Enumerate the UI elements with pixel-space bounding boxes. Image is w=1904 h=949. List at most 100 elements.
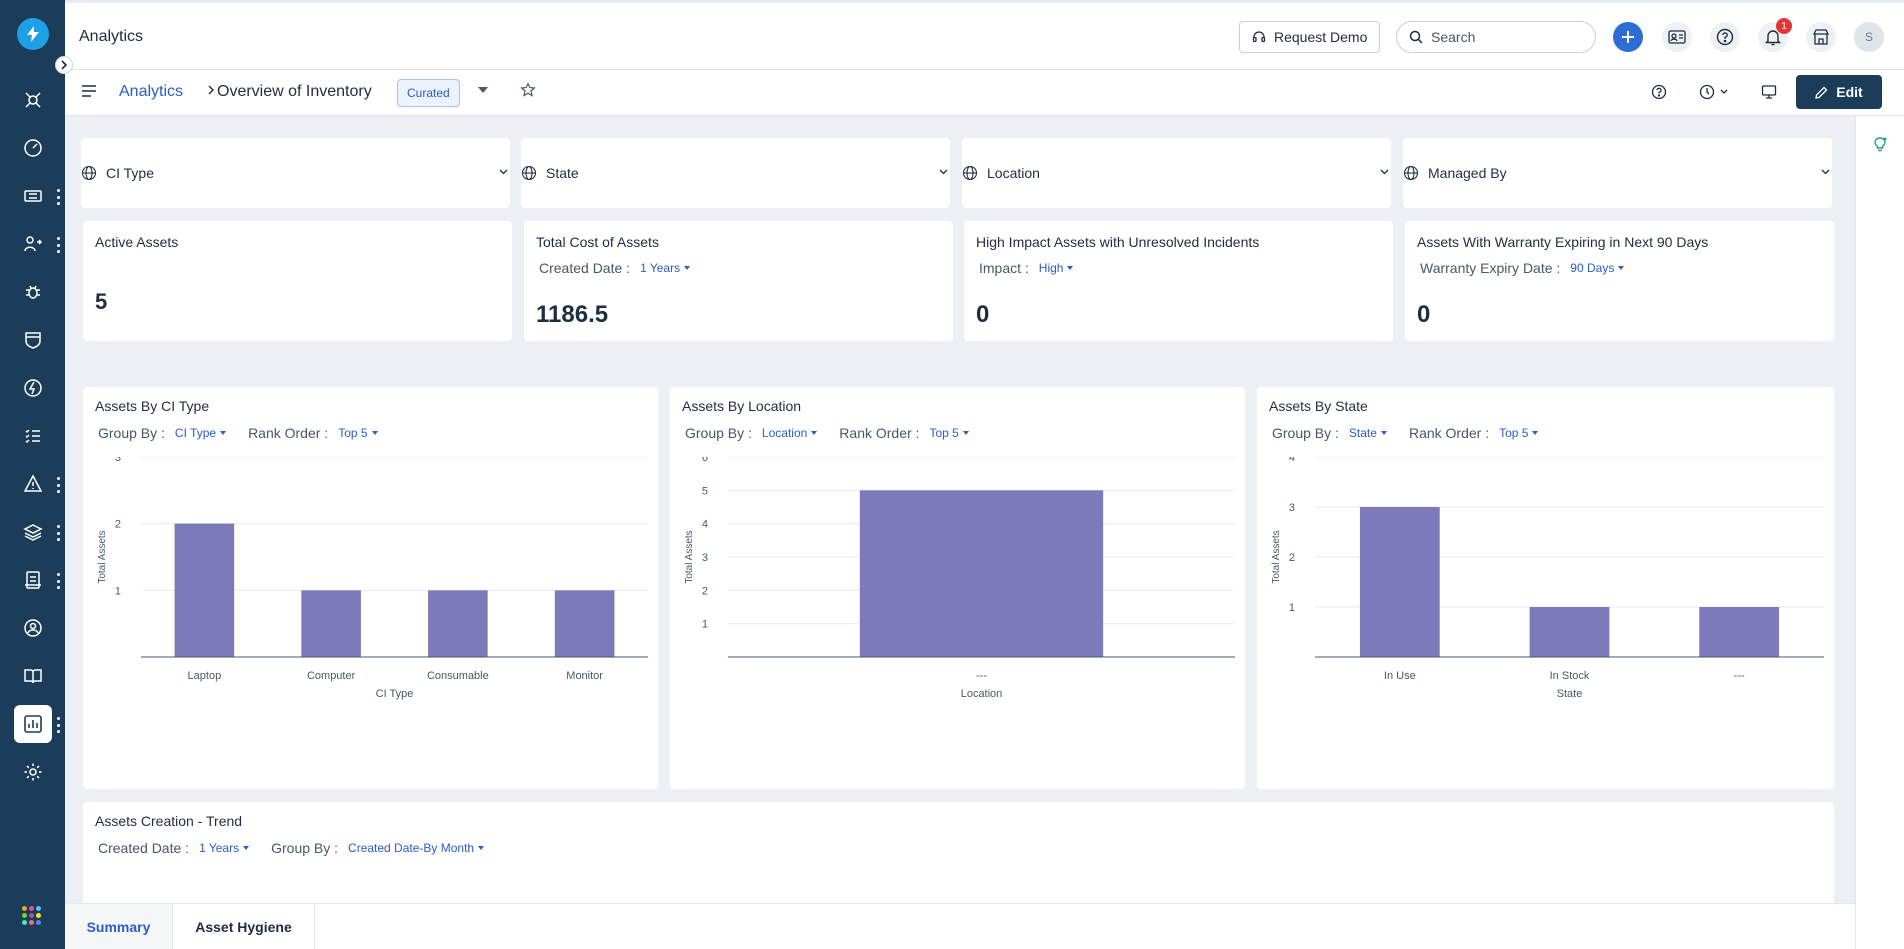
kpi-filter-dropdown[interactable]: 1 Years [640, 261, 691, 275]
globe-icon [962, 165, 978, 181]
kpi-warranty-expiring[interactable]: Assets With Warranty Expiring in Next 90… [1405, 221, 1834, 341]
caret-down-icon [1380, 431, 1387, 435]
assets-icon[interactable] [14, 513, 52, 551]
knowledge-icon[interactable] [14, 657, 52, 695]
tasks-icon[interactable] [14, 417, 52, 455]
y-tick-label: 2 [702, 585, 708, 597]
problems-icon[interactable] [14, 81, 52, 119]
pencil-icon [1815, 86, 1828, 99]
tv-mode-icon[interactable] [1761, 84, 1777, 100]
created-date-dropdown[interactable]: 1 Years [199, 841, 250, 855]
kpi-high-impact[interactable]: High Impact Assets with Unresolved Incid… [964, 221, 1393, 341]
alerts-more-icon[interactable] [55, 477, 61, 493]
request-demo-button[interactable]: Request Demo [1239, 21, 1381, 53]
group-by-label: Group By : [98, 425, 165, 441]
add-new-button[interactable] [1613, 22, 1643, 52]
alerts-icon[interactable] [14, 465, 52, 503]
bar-chart: 1 2 3 4 In Use In Stock --- State Total Assets [1271, 457, 1824, 700]
team-icon[interactable] [14, 609, 52, 647]
bugs-icon[interactable] [14, 273, 52, 311]
chart-title: Assets Creation - Trend [95, 813, 243, 829]
globe-icon [521, 165, 537, 181]
automation-icon[interactable] [14, 369, 52, 407]
caret-down-icon [220, 431, 227, 435]
changes-more-icon[interactable] [55, 237, 61, 253]
chart-assets-by-ci-type[interactable]: Assets By CI Type Group By : CI Type Ran… [83, 387, 658, 789]
tickets-icon[interactable] [14, 177, 52, 215]
contacts-button[interactable] [1662, 22, 1692, 52]
assets-more-icon[interactable] [55, 525, 61, 541]
x-tick-label: --- [976, 670, 987, 682]
rank-order-dropdown[interactable]: Top 5 [929, 426, 969, 440]
kpi-filter-value: 1 Years [640, 261, 681, 275]
x-tick-label: Consumable [427, 670, 489, 682]
refresh-menu-icon[interactable] [1699, 84, 1729, 100]
chart-assets-by-location[interactable]: Assets By Location Group By : Location R… [670, 387, 1245, 789]
dashboard-dropdown-icon[interactable] [478, 87, 488, 93]
kpi-filter-value: High [1038, 261, 1064, 275]
kpi-value: 0 [976, 301, 990, 328]
rank-order-label: Rank Order : [839, 425, 920, 441]
kpi-filter-dropdown[interactable]: 90 Days [1570, 261, 1625, 275]
edit-button[interactable]: Edit [1796, 75, 1882, 109]
avatar[interactable]: S [1854, 22, 1884, 52]
notifications-button[interactable]: 1 [1758, 18, 1792, 52]
kpi-title: High Impact Assets with Unresolved Incid… [976, 234, 1260, 250]
help-button[interactable] [1710, 22, 1740, 52]
help-circle-icon[interactable] [1651, 84, 1667, 100]
search-input[interactable]: Search [1396, 21, 1596, 53]
chart-assets-creation-trend[interactable]: Assets Creation - Trend Created Date : 1… [83, 802, 1834, 903]
apps-icon[interactable] [22, 906, 41, 925]
chart-assets-by-state[interactable]: Assets By State Group By : State Rank Or… [1257, 387, 1834, 789]
caret-down-icon [371, 431, 378, 435]
group-by-dropdown[interactable]: Location [761, 426, 818, 440]
reports-more-icon[interactable] [55, 573, 61, 589]
ai-insights-icon[interactable] [1872, 136, 1888, 152]
kpi-filter-label: Impact : [979, 260, 1029, 276]
filter-ci-type[interactable]: CI Type [81, 138, 510, 208]
chart-options: Group By : CI Type Rank Order : Top 5 [98, 425, 400, 441]
rank-order-dropdown[interactable]: Top 5 [338, 426, 378, 440]
chart-options: Group By : State Rank Order : Top 5 [1272, 425, 1560, 441]
group-by-value: Location [761, 426, 808, 440]
headset-icon [1252, 31, 1266, 43]
right-rail [1855, 116, 1904, 949]
caret-down-icon [1618, 266, 1625, 270]
tab-asset-hygiene[interactable]: Asset Hygiene [173, 904, 315, 949]
caret-down-icon [1532, 431, 1539, 435]
rank-order-value: Top 5 [1499, 426, 1529, 440]
logo-icon[interactable] [17, 18, 49, 50]
group-by-dropdown[interactable]: Created Date-By Month [348, 841, 485, 855]
group-by-value: Created Date-By Month [348, 841, 475, 855]
star-icon[interactable] [520, 82, 536, 98]
group-by-dropdown[interactable]: State [1349, 426, 1387, 440]
y-axis-title: Total Assets [1271, 530, 1282, 583]
kpi-active-assets[interactable]: Active Assets 5 [83, 221, 512, 341]
changes-icon[interactable] [14, 225, 52, 263]
analytics-more-icon[interactable] [55, 717, 61, 733]
tickets-more-icon[interactable] [55, 189, 61, 205]
filter-managed-by[interactable]: Managed By [1403, 138, 1832, 208]
kpi-total-cost[interactable]: Total Cost of Assets Created Date : 1 Ye… [524, 221, 953, 341]
search-icon [1409, 30, 1423, 44]
kpi-filter-dropdown[interactable]: High [1039, 261, 1074, 275]
analytics-icon[interactable] [14, 705, 52, 743]
filter-state[interactable]: State [521, 138, 950, 208]
created-date-value: 1 Years [199, 841, 240, 855]
sidebar-expand-icon[interactable] [55, 56, 73, 74]
menu-icon[interactable] [81, 84, 97, 98]
tab-summary[interactable]: Summary [65, 904, 173, 949]
filter-label: CI Type [106, 165, 154, 181]
filter-location[interactable]: Location [962, 138, 1391, 208]
y-tick-label: 2 [115, 519, 121, 531]
caret-down-icon [1067, 266, 1074, 270]
breadcrumb-analytics[interactable]: Analytics [119, 83, 184, 100]
rank-order-dropdown[interactable]: Top 5 [1499, 426, 1539, 440]
releases-icon[interactable] [14, 321, 52, 359]
dashboard-icon[interactable] [14, 129, 52, 167]
settings-icon[interactable] [14, 753, 52, 791]
marketplace-button[interactable] [1806, 22, 1836, 52]
group-by-dropdown[interactable]: CI Type [175, 426, 227, 440]
reports-icon[interactable] [14, 561, 52, 599]
bar [1529, 607, 1610, 657]
